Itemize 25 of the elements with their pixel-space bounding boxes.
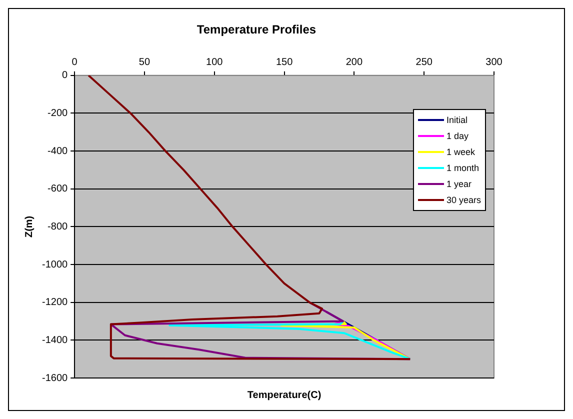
legend-label: 1 day [446,131,468,141]
legend-label: Initial [446,115,468,125]
chart-title: Temperature Profiles [196,22,316,37]
x-tick-label: 300 [486,57,503,68]
y-tick-label: -1000 [42,259,68,270]
x-axis-title: Temperature(C) [247,390,322,401]
y-tick-label: -1200 [42,297,68,308]
y-tick-label: -200 [48,108,68,119]
y-tick-label: -1400 [42,334,68,346]
x-tick-label: 0 [72,57,78,68]
y-tick-label: -800 [48,221,68,232]
x-tick-label: 150 [276,57,294,68]
legend-label: 1 month [446,163,479,173]
legend-label: 1 year [446,179,472,189]
y-tick-label: 0 [62,70,68,82]
x-tick-label: 250 [416,57,433,68]
y-tick-label: -1600 [42,372,68,384]
y-tick-label: -600 [48,184,68,195]
x-tick-label: 100 [206,57,224,68]
legend-label: 1 week [446,147,475,157]
x-tick-label: 200 [346,57,363,68]
legend-label: 30 years [446,195,481,205]
y-tick-label: -400 [48,146,68,157]
x-tick-label: 50 [138,57,150,68]
y-axis-title: Z(m) [24,216,35,238]
